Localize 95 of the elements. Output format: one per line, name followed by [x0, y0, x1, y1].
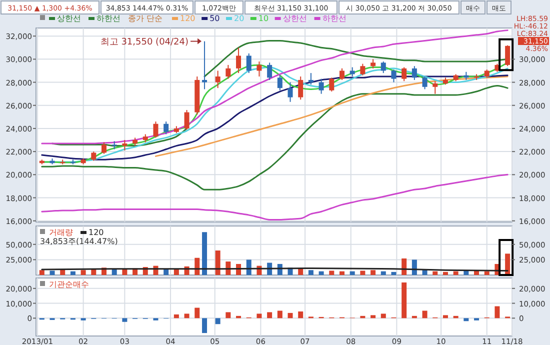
bar: [202, 232, 208, 275]
candlestick: [288, 82, 293, 102]
bar: [226, 312, 231, 318]
text: 거래량: [49, 228, 73, 237]
candlestick: [329, 77, 334, 92]
bar: [340, 271, 344, 275]
legend-label: 20: [234, 14, 244, 23]
text: 기관순매수: [49, 280, 89, 289]
bar: [288, 312, 293, 318]
candlestick: [402, 66, 407, 82]
bar: [112, 269, 117, 275]
bar: [422, 310, 428, 318]
candlestick: [122, 140, 128, 151]
bar: [80, 270, 86, 275]
candlestick: [370, 58, 376, 69]
bar: [505, 254, 510, 275]
line-series: [41, 174, 508, 220]
bar: [215, 250, 220, 275]
candlestick: [391, 69, 396, 83]
bar: [380, 314, 386, 318]
bar: [70, 271, 76, 275]
candlestick: [308, 72, 314, 86]
candlestick: [277, 74, 282, 91]
bar: [422, 270, 428, 275]
candlestick: [256, 60, 262, 77]
candlestick: [164, 121, 169, 135]
candlestick: [318, 78, 324, 94]
bar: [256, 314, 262, 318]
candlestick: [246, 52, 252, 74]
bar: [442, 315, 448, 318]
candlestick: [226, 64, 231, 80]
bar: [318, 271, 324, 275]
candlestick: [184, 109, 190, 130]
bar: [402, 258, 407, 275]
candlestick: [505, 44, 510, 67]
annotation: 34,853주(144.47%): [40, 237, 118, 246]
bar: [380, 271, 386, 275]
bar: [246, 260, 252, 275]
legend-label: 상한선: [57, 14, 81, 23]
candlestick: [422, 76, 428, 90]
candlestick: [360, 63, 366, 76]
bar: [484, 271, 490, 275]
bar: [308, 270, 314, 275]
candlestick: [91, 151, 96, 162]
bar: [464, 318, 469, 322]
bar: [402, 282, 407, 318]
legend-label: 상한선: [282, 14, 307, 23]
bar: [329, 270, 334, 275]
candlestick: [298, 76, 304, 100]
candlestick: [380, 60, 386, 74]
legend-label: 120: [88, 228, 104, 237]
bar: [194, 258, 200, 275]
bar: [350, 271, 355, 275]
bar: [174, 314, 179, 318]
bar: [432, 271, 438, 275]
legend-label: 하한선: [322, 14, 346, 23]
candlestick: [236, 47, 242, 74]
bar: [164, 269, 169, 275]
legend-label: 하한선: [96, 14, 120, 23]
line-series: [154, 76, 508, 157]
candlestick: [412, 66, 417, 80]
candlestick: [432, 80, 438, 94]
legend-label: 50: [210, 14, 220, 23]
candlestick: [267, 62, 272, 80]
bar: [60, 269, 66, 275]
line-series: [41, 84, 508, 190]
bar: [494, 306, 500, 318]
candlestick: [202, 40, 208, 90]
bar: [298, 311, 304, 318]
annotation: 최고 31,550 (04/24): [100, 37, 189, 48]
bar: [370, 270, 376, 275]
bar: [391, 272, 396, 275]
bar: [50, 270, 55, 275]
bar: [298, 268, 304, 275]
candlestick: [350, 66, 355, 77]
candlestick: [215, 70, 220, 89]
bar: [194, 308, 200, 318]
candlestick: [153, 121, 158, 138]
bar: [215, 318, 220, 324]
bar: [370, 315, 376, 318]
bar: [360, 270, 366, 275]
candlestick: [340, 68, 344, 80]
candlestick: [102, 142, 106, 154]
bar: [277, 310, 282, 318]
bar: [202, 318, 208, 334]
legend-label: 10: [258, 14, 269, 23]
bar: [184, 314, 190, 318]
bar: [453, 271, 458, 275]
legend-title: 종가 단순: [128, 14, 163, 23]
bar: [267, 312, 272, 318]
bar: [442, 272, 448, 275]
bar: [39, 270, 44, 275]
bar: [122, 318, 128, 322]
legend-label: 120: [180, 14, 196, 23]
bar: [412, 260, 417, 275]
